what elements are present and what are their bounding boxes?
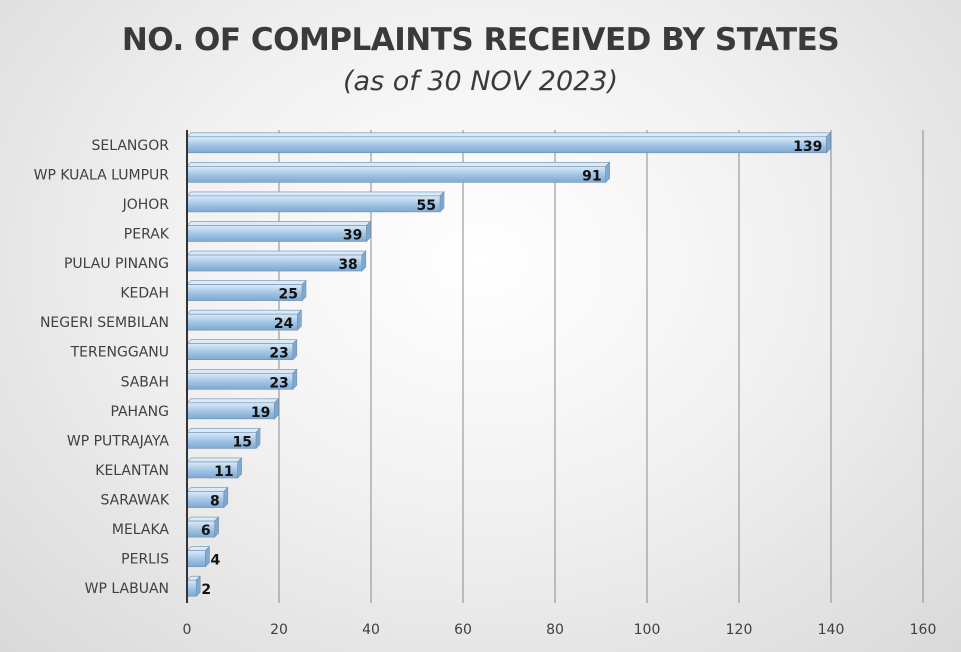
bar-top-face — [186, 132, 832, 138]
x-tick-label: 0 — [183, 622, 192, 638]
bar-side-face — [223, 486, 229, 509]
category-label: SARAWAK — [100, 493, 169, 509]
bar-top-face — [186, 516, 220, 522]
bar — [186, 486, 229, 509]
bar-side-face — [214, 516, 219, 538]
bar-top-face — [186, 191, 445, 197]
x-tick-label: 120 — [726, 622, 753, 638]
data-label: 8 — [210, 494, 220, 510]
bar-top-face — [186, 280, 307, 285]
x-tick-label: 40 — [362, 622, 380, 638]
x-tick-label: 160 — [910, 622, 937, 638]
data-label: 139 — [793, 139, 822, 155]
bar-side-face — [195, 575, 201, 597]
data-label: 15 — [233, 434, 252, 450]
data-label: 11 — [214, 464, 233, 480]
category-label: NEGERI SEMBILAN — [40, 315, 169, 331]
bar-top-face — [186, 428, 261, 433]
data-label: 24 — [274, 316, 294, 332]
chart-subtitle: (as of 30 NOV 2023) — [342, 66, 619, 97]
category-label: WP KUALA LUMPUR — [34, 167, 170, 183]
category-label: TERENGGANU — [70, 345, 169, 361]
x-tick-label: 20 — [270, 622, 288, 638]
x-tick-label: 60 — [454, 622, 472, 638]
bar-side-face — [274, 398, 279, 420]
bar-front-face — [186, 579, 197, 597]
bar-top-face — [186, 162, 611, 167]
bar-top-face — [186, 368, 298, 374]
bar — [186, 427, 261, 450]
bar — [186, 545, 211, 568]
x-tick-label: 100 — [634, 622, 661, 638]
category-label: WP LABUAN — [85, 581, 169, 597]
data-label: 2 — [201, 582, 211, 598]
bar-side-face — [237, 457, 242, 479]
bar-front-face — [186, 166, 606, 183]
bar — [186, 220, 372, 243]
category-label: PERAK — [124, 226, 170, 242]
data-label: 23 — [269, 346, 288, 362]
bar-side-face — [297, 309, 302, 331]
bar-side-face — [301, 279, 307, 302]
bar-side-face — [361, 250, 367, 272]
bar — [186, 191, 445, 213]
bar-top-face — [186, 339, 298, 345]
bar — [186, 338, 298, 361]
bar — [186, 457, 243, 479]
bar-side-face — [255, 427, 261, 450]
bar-top-face — [186, 398, 280, 404]
category-label: MELAKA — [112, 522, 170, 538]
bar-front-face — [186, 195, 441, 213]
bar — [186, 398, 280, 420]
bar-top-face — [186, 221, 372, 226]
x-tick-label: 140 — [818, 622, 845, 638]
bar-top-face — [186, 250, 367, 256]
bar-side-face — [439, 191, 445, 213]
data-label: 25 — [279, 287, 298, 303]
bar-top-face — [186, 457, 243, 463]
data-label: 91 — [582, 168, 601, 184]
data-label: 39 — [343, 227, 362, 243]
chart-title: NO. OF COMPLAINTS RECEIVED BY STATES — [121, 22, 840, 58]
bar-side-face — [605, 161, 610, 184]
category-label: PAHANG — [110, 404, 169, 420]
bar-side-face — [366, 220, 371, 243]
bar-top-face — [186, 309, 303, 315]
bar — [186, 132, 832, 154]
category-label: JOHOR — [122, 197, 170, 213]
bar — [186, 368, 298, 391]
data-label: 23 — [269, 375, 288, 391]
category-label: PULAU PINANG — [64, 256, 169, 272]
bar-side-face — [292, 338, 298, 361]
bar-front-face — [186, 136, 827, 154]
bar-top-face — [186, 487, 229, 492]
data-label: 6 — [201, 523, 211, 539]
data-label: 55 — [417, 198, 436, 214]
data-label: 4 — [211, 553, 221, 569]
bar-front-face — [186, 550, 206, 567]
bar — [186, 309, 303, 331]
bar — [186, 516, 220, 538]
bar-front-face — [186, 225, 367, 242]
category-label: PERLIS — [121, 552, 169, 568]
data-label: 19 — [251, 405, 270, 421]
data-label: 38 — [338, 257, 357, 273]
bar — [186, 575, 201, 597]
category-label: WP PUTRAJAYA — [67, 433, 170, 449]
bar — [186, 250, 367, 272]
bar — [186, 161, 611, 184]
bar-side-face — [826, 132, 831, 154]
category-label: SELANGOR — [92, 138, 170, 154]
bar-front-face — [186, 254, 363, 272]
category-label: KEDAH — [120, 286, 169, 302]
bar-side-face — [205, 545, 210, 568]
category-label: KELANTAN — [95, 463, 169, 479]
category-label: SABAH — [121, 374, 169, 390]
x-tick-label: 80 — [546, 622, 564, 638]
bar-side-face — [292, 368, 298, 391]
